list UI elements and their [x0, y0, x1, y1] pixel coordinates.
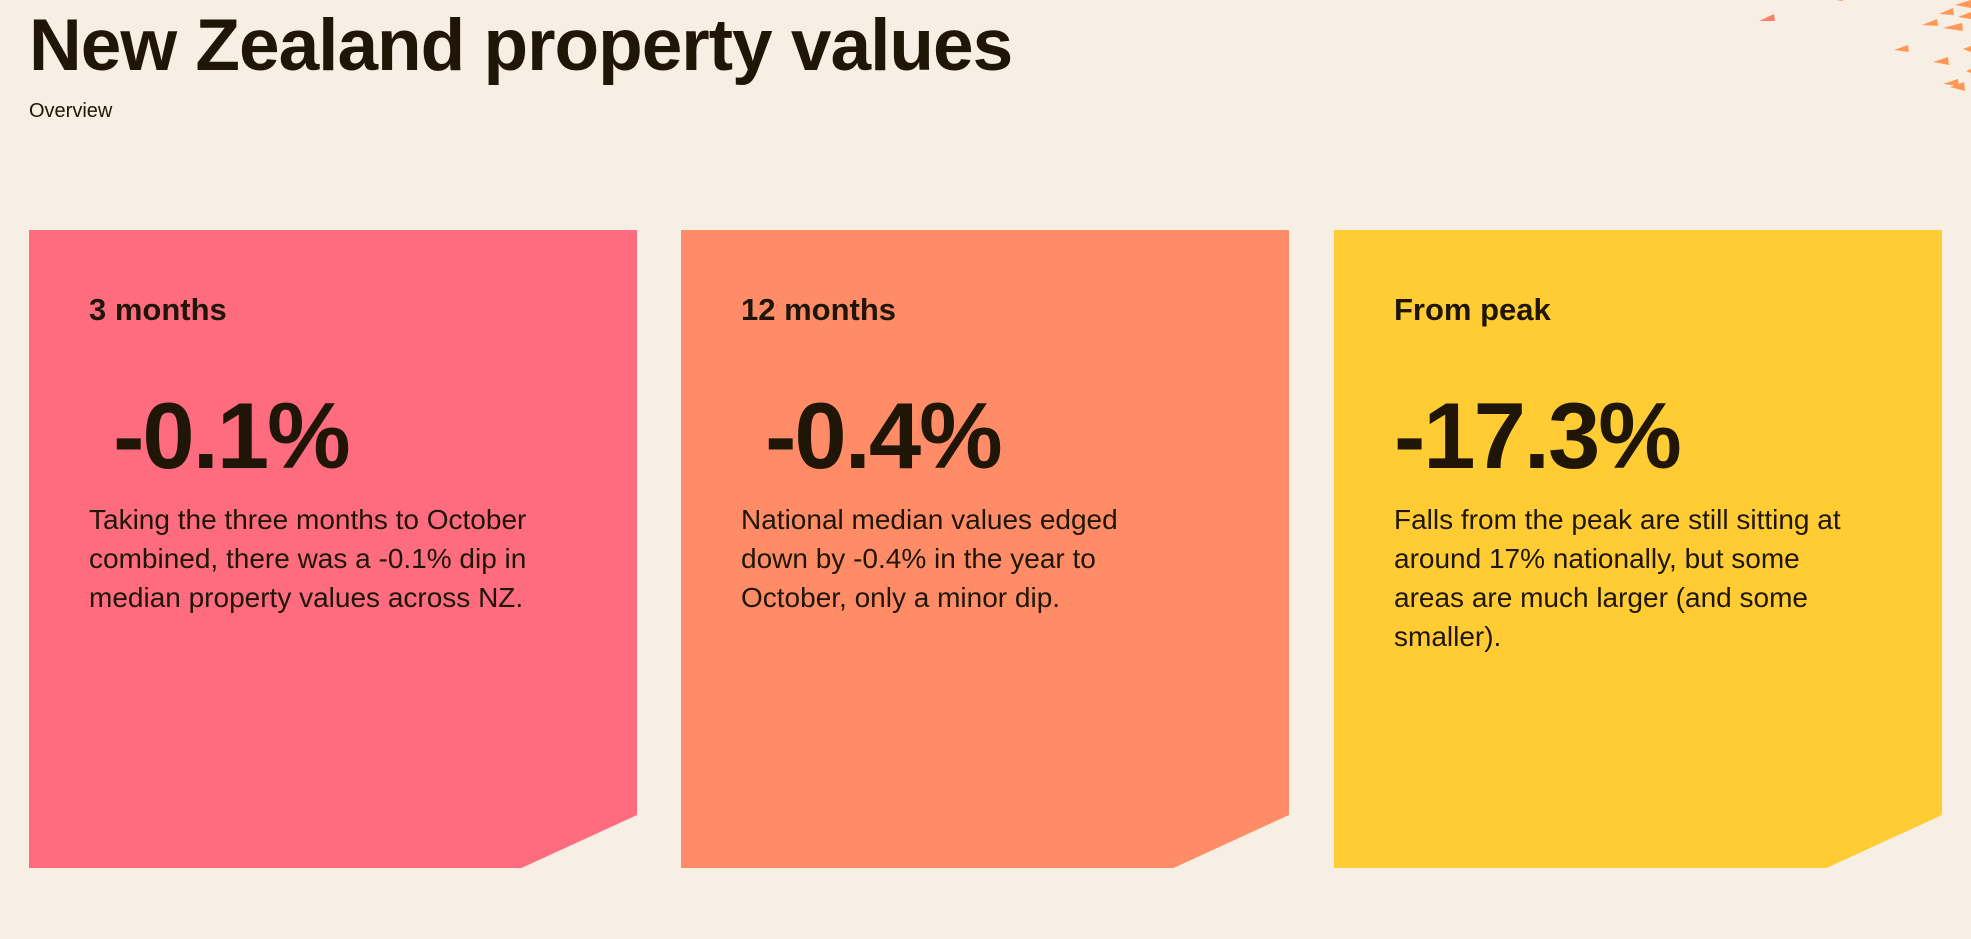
card-value: -0.4%	[741, 383, 1003, 488]
card-label: From peak	[1394, 292, 1551, 327]
stat-card-from-peak: From peak -17.3% Falls from the peak are…	[1334, 230, 1942, 868]
card-value: -17.3%	[1394, 383, 1682, 488]
card-description: National median values edged down by -0.…	[741, 504, 1118, 613]
decorative-triangles-icon	[1759, 0, 1971, 91]
page-title: New Zealand property values	[29, 5, 1013, 86]
card-label: 12 months	[741, 292, 897, 327]
card-description: Taking the three months to October combi…	[89, 504, 527, 613]
stat-card-3-months: 3 months -0.1% Taking the three months t…	[29, 230, 637, 868]
stat-card-12-months: 12 months -0.4% National median values e…	[681, 230, 1289, 868]
page-subtitle: Overview	[29, 100, 113, 122]
card-description: Falls from the peak are still sitting at…	[1394, 504, 1841, 652]
card-label: 3 months	[89, 292, 227, 327]
card-value: -0.1%	[89, 383, 351, 488]
